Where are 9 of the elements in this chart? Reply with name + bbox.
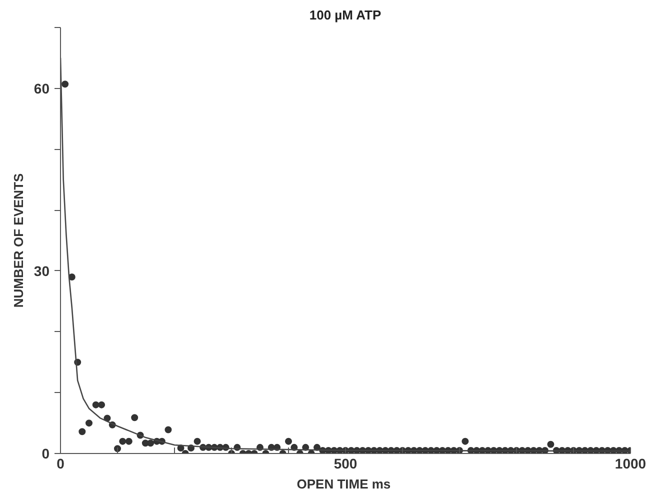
x-tick-label: 1000	[614, 456, 646, 472]
y-tick-label: 60	[34, 80, 50, 96]
x-axis-title: OPEN TIME ms	[296, 476, 391, 492]
y-tick-label: 0	[42, 446, 50, 462]
x-tick-label: 500	[334, 456, 358, 472]
chart-title: 100 µM ATP	[309, 8, 382, 22]
y-axis-title: NUMBER OF EVENTS	[10, 173, 26, 308]
y-tick-label: 30	[34, 262, 50, 279]
x-tick-label: 0	[56, 456, 65, 472]
